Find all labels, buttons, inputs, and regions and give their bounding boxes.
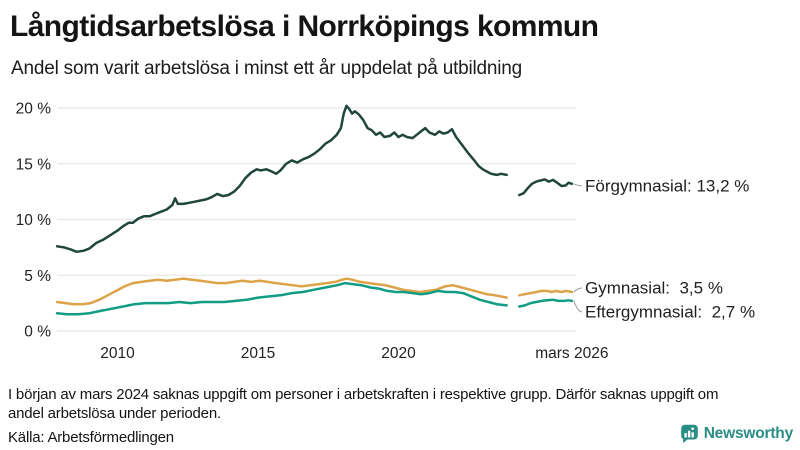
label-connector bbox=[573, 287, 583, 293]
series-line-eftergymnasial bbox=[518, 298, 574, 308]
series-end-label-eftergymnasial: Eftergymnasial: 2,7 % bbox=[585, 302, 755, 321]
series-end-label-förgymnasial: Förgymnasial: 13,2 % bbox=[585, 176, 749, 195]
page-title: Långtidsarbetslösa i Norrköpings kommun bbox=[10, 10, 599, 43]
series-line-eftergymnasial bbox=[55, 281, 508, 316]
newsworthy-brand: Newsworthy bbox=[680, 424, 793, 443]
footnote-line-2: andel arbetslösa under perioden. bbox=[8, 405, 221, 423]
y-axis-tick-label: 10 % bbox=[16, 212, 52, 229]
x-axis-tick-label: 2010 bbox=[100, 345, 135, 362]
y-axis-tick-label: 0 % bbox=[24, 324, 51, 341]
newsworthy-wordmark: Newsworthy bbox=[703, 424, 794, 442]
series-line-gymnasial bbox=[518, 289, 574, 297]
y-axis-tick-label: 15 % bbox=[16, 156, 52, 173]
label-connector bbox=[573, 183, 583, 187]
page-subtitle: Andel som varit arbetslösa i minst ett å… bbox=[11, 58, 523, 79]
series-line-förgymnasial bbox=[55, 104, 508, 254]
y-axis-tick-label: 5 % bbox=[24, 268, 51, 285]
label-connector bbox=[573, 300, 583, 313]
newsworthy-logo-icon bbox=[680, 424, 698, 443]
footnote: I början av mars 2024 saknas uppgift om … bbox=[8, 385, 796, 423]
series-line-förgymnasial bbox=[518, 178, 574, 197]
footnote-line-1: I början av mars 2024 saknas uppgift om … bbox=[8, 386, 719, 403]
x-axis-tick-label: mars 2026 bbox=[535, 345, 608, 362]
series-line-gymnasial bbox=[55, 277, 508, 306]
series-end-label-gymnasial: Gymnasial: 3,5 % bbox=[585, 278, 723, 297]
source-attribution: Källa: Arbetsförmedlingen bbox=[8, 429, 174, 446]
x-axis-tick-label: 2020 bbox=[381, 345, 416, 362]
x-axis-tick-label: 2015 bbox=[241, 345, 275, 362]
y-axis-tick-label: 20 % bbox=[16, 101, 52, 118]
